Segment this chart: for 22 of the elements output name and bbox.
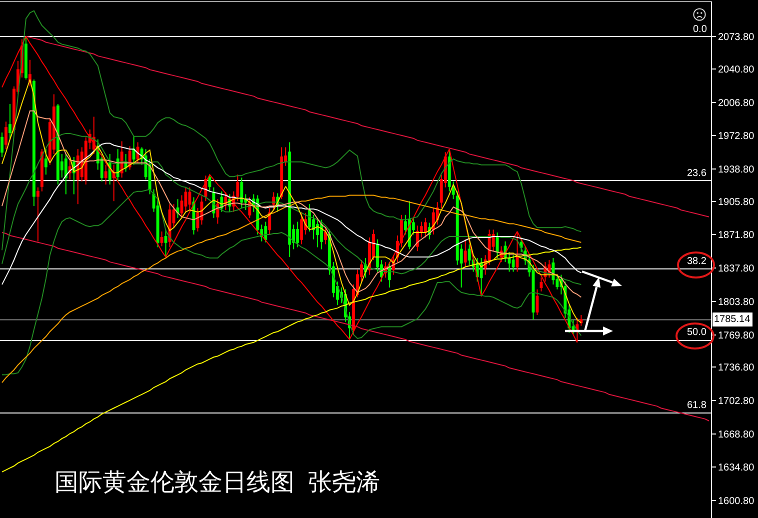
y-tick-label: 2040.80: [718, 64, 755, 76]
annotation: 0.0: [693, 24, 708, 35]
annotation: 23.6: [687, 168, 707, 179]
y-tick-label: 1702.80: [718, 396, 755, 407]
y-tick-label: 1803.80: [718, 296, 755, 308]
annotation: 38.2: [687, 256, 707, 267]
annotation: 61.8: [687, 400, 707, 411]
y-tick-label: 1668.80: [718, 429, 755, 440]
y-tick-label: 1837.80: [718, 264, 755, 275]
y-tick-label: 2073.80: [718, 32, 755, 44]
y-tick-label: 1871.80: [718, 230, 755, 242]
y-tick-label: 1769.80: [718, 330, 755, 342]
y-tick-label: 1972.80: [718, 131, 755, 142]
y-tick-label: 2006.80: [718, 98, 755, 109]
y-tick-label: 1634.80: [718, 462, 755, 474]
ref-line-label: 1785.14: [714, 314, 751, 325]
y-tick-label: 1736.80: [718, 362, 755, 374]
y-tick-label: 1905.80: [718, 196, 755, 208]
y-tick-label: 1600.80: [718, 496, 755, 508]
annotation: 50.0: [687, 327, 707, 338]
y-tick-label: 1938.80: [718, 164, 755, 176]
text: 国际黄金伦敦金日线图 张尧浠: [54, 469, 380, 496]
